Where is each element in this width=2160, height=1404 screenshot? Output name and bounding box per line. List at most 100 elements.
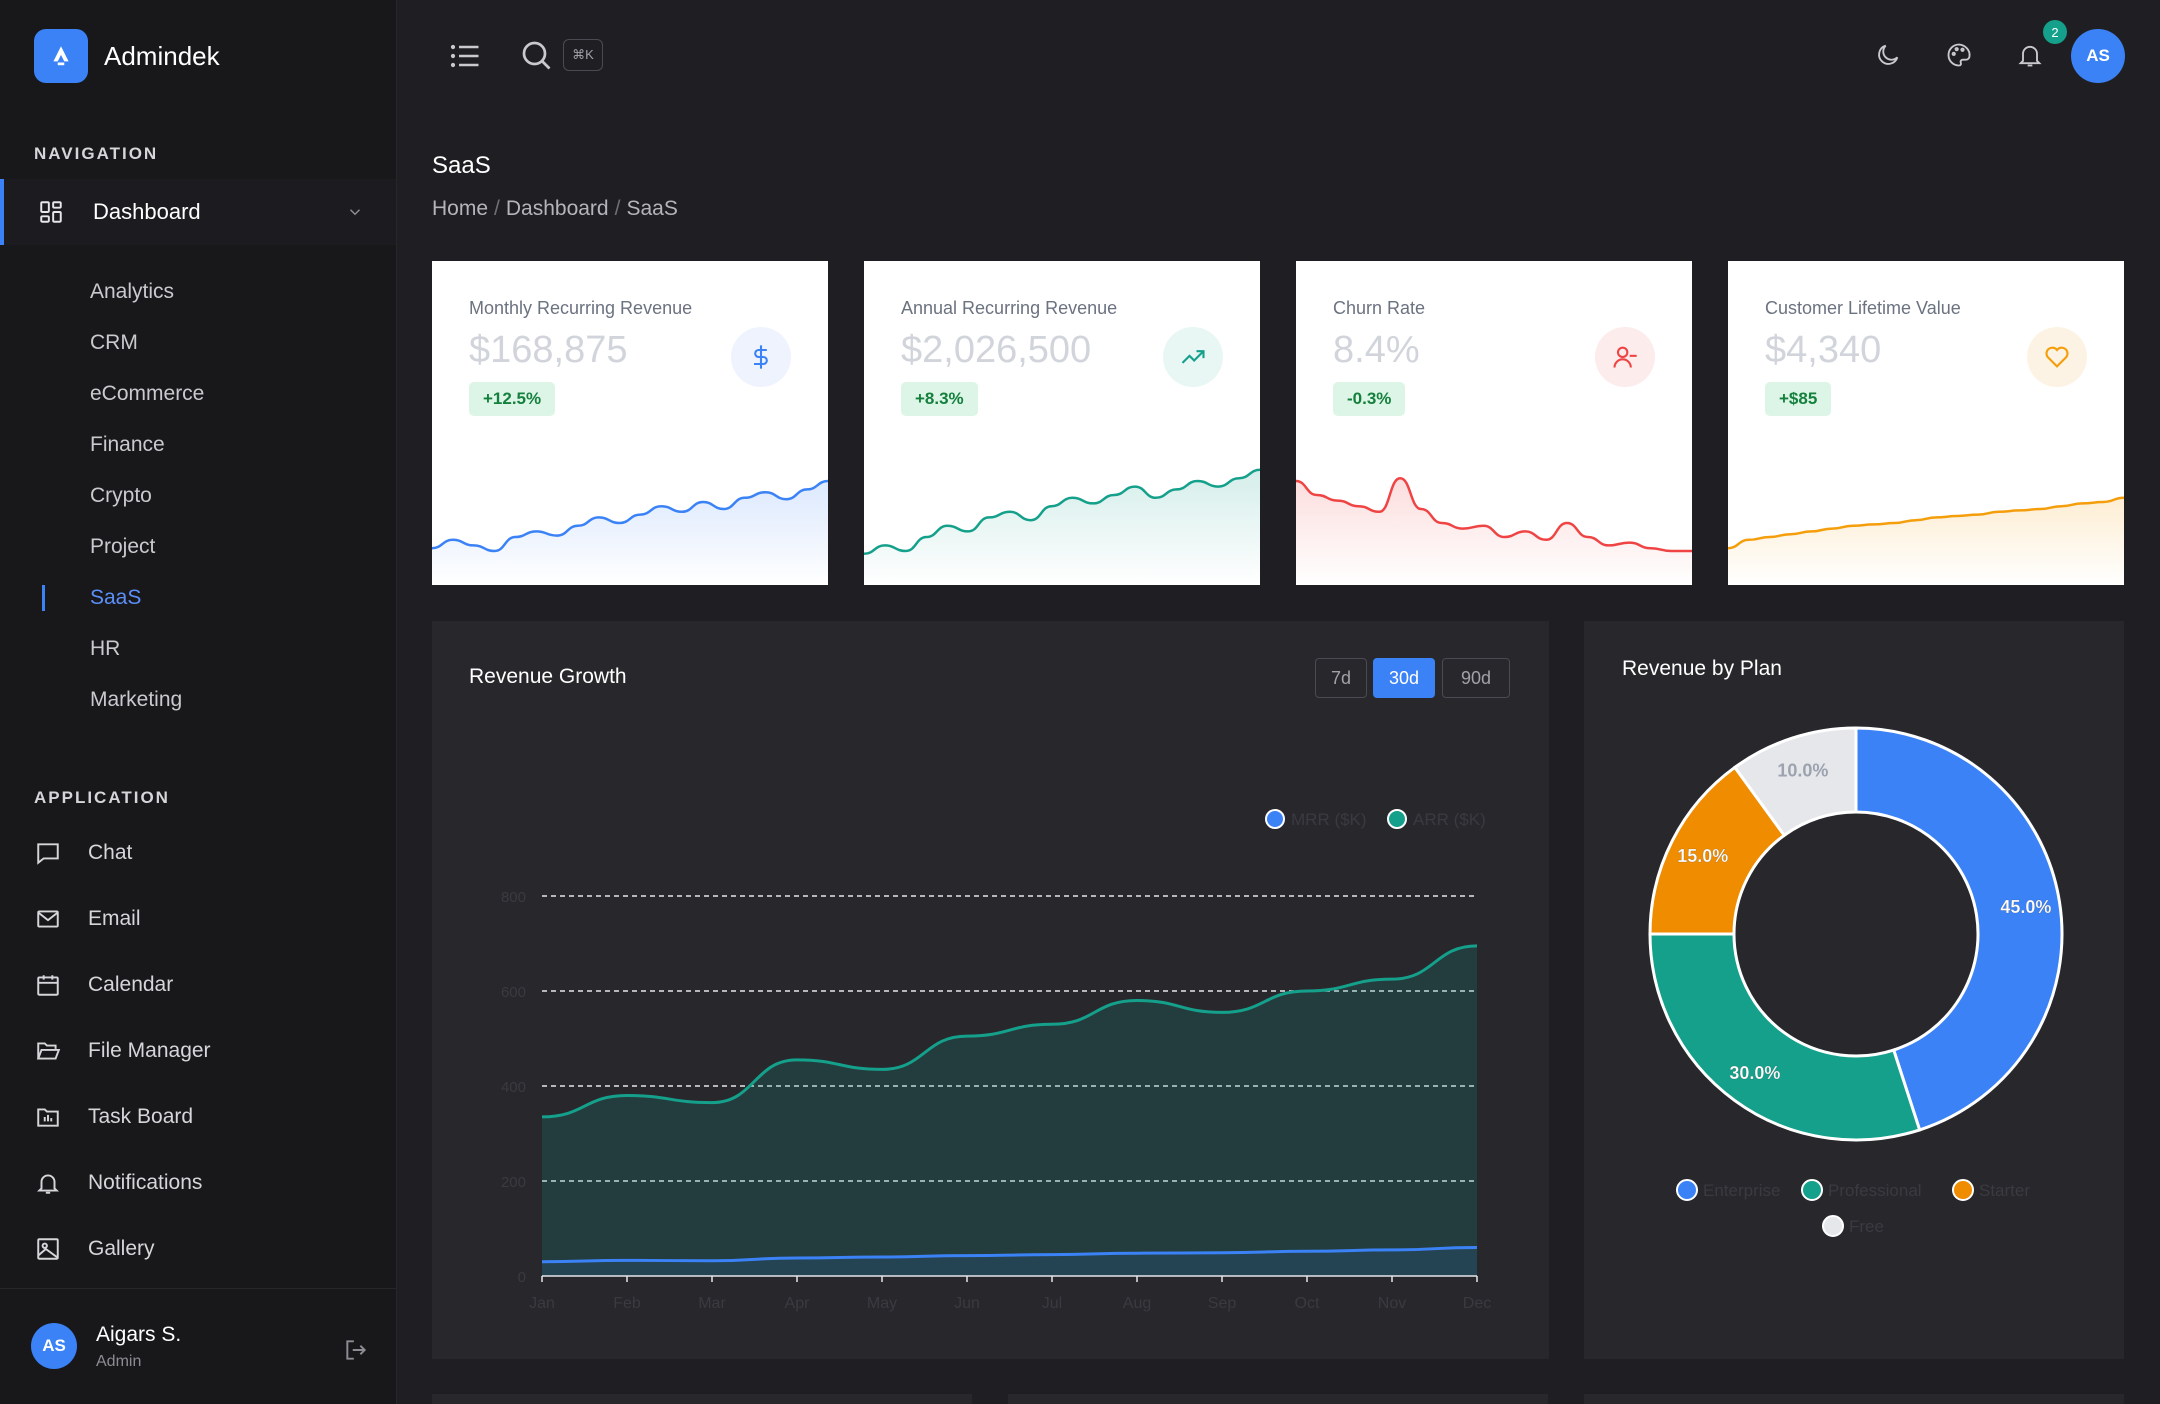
kpi-sparkline bbox=[1728, 496, 2124, 585]
panel-title: Revenue Growth bbox=[469, 665, 627, 688]
legend-marker[interactable] bbox=[1822, 1215, 1844, 1237]
sidebar-item-calendar[interactable]: Calendar bbox=[34, 968, 173, 1002]
sidebar-item-ecommerce[interactable]: eCommerce bbox=[90, 382, 205, 405]
sidebar-item-gallery[interactable]: Gallery bbox=[34, 1232, 155, 1266]
legend-marker[interactable] bbox=[1265, 809, 1285, 829]
kpi-sparkline bbox=[432, 479, 828, 585]
x-tick-label: May bbox=[867, 1295, 897, 1312]
palette-icon[interactable] bbox=[1945, 41, 1973, 69]
breadcrumb-home[interactable]: Home bbox=[432, 197, 489, 220]
revenue-growth-chart: MRR ($K) ARR ($K) 0 200 400 600 800 Jan Feb Mar Ap… bbox=[501, 809, 1491, 1312]
sidebar-item-analytics[interactable]: Analytics bbox=[90, 280, 175, 303]
navigation-section-title: NAVIGATION bbox=[34, 144, 159, 163]
brand[interactable]: Admindek bbox=[34, 29, 220, 83]
kpi-change-badge: +$85 bbox=[1765, 382, 1832, 416]
range-button-30d[interactable]: 30d bbox=[1373, 658, 1435, 698]
sidebar-item-notifications[interactable]: Notifications bbox=[34, 1166, 202, 1200]
legend-label[interactable]: Enterprise bbox=[1703, 1181, 1780, 1200]
legend-marker[interactable] bbox=[1676, 1179, 1698, 1201]
breadcrumb-current: SaaS bbox=[626, 197, 678, 220]
x-tick-label: Nov bbox=[1378, 1295, 1406, 1312]
slice-label: 45.0% bbox=[2000, 897, 2051, 917]
sidebar-item-label: Notifications bbox=[88, 1171, 203, 1194]
sidebar-item-dashboard[interactable]: Dashboard bbox=[0, 179, 396, 245]
breadcrumb-dashboard[interactable]: Dashboard bbox=[505, 197, 609, 220]
sidebar-item-task-board[interactable]: Task Board bbox=[34, 1100, 193, 1134]
pie-slice[interactable] bbox=[1648, 932, 1922, 1142]
x-tick-label: Jul bbox=[1042, 1295, 1062, 1312]
legend-marker[interactable] bbox=[1387, 809, 1407, 829]
notification-count-badge: 2 bbox=[2043, 20, 2067, 44]
legend-marker[interactable] bbox=[1801, 1179, 1823, 1201]
chevron-down-icon[interactable] bbox=[346, 203, 364, 221]
calendar-icon bbox=[34, 971, 62, 999]
kpi-title: Monthly Recurring Revenue bbox=[469, 298, 693, 318]
sidebar-item-finance[interactable]: Finance bbox=[90, 433, 165, 456]
notification-bell-icon[interactable] bbox=[2016, 41, 2044, 69]
y-tick-label: 400 bbox=[501, 1079, 526, 1096]
search-shortcut: ⌘K bbox=[563, 39, 603, 71]
sidebar-user: AS Aigars S. Admin bbox=[0, 1288, 396, 1404]
legend-label[interactable]: Starter bbox=[1979, 1181, 2030, 1200]
panel-title: Revenue by Plan bbox=[1622, 657, 1782, 680]
sidebar-item-project[interactable]: Project bbox=[90, 535, 156, 558]
legend-label[interactable]: Free bbox=[1849, 1217, 1884, 1236]
sidebar-item-label: Chat bbox=[88, 841, 133, 864]
heart-icon bbox=[2027, 327, 2087, 387]
kpi-title: Customer Lifetime Value bbox=[1765, 298, 1961, 318]
image-icon bbox=[34, 1235, 62, 1263]
sidebar-item-label: Dashboard bbox=[93, 199, 201, 224]
revenue-growth-panel: Revenue Growth 7d 30d 90d MRR ($K) ARR ($… bbox=[432, 621, 1549, 1359]
revenue-by-plan-chart: 45.0% 30.0% 15.0% 10.0% Enterprise Profession… bbox=[1648, 726, 2064, 1237]
sub-active-indicator bbox=[42, 585, 45, 611]
y-tick-label: 0 bbox=[518, 1269, 526, 1286]
kpi-value: $2,026,500 bbox=[901, 329, 1092, 371]
breadcrumb-separator: / bbox=[494, 197, 500, 220]
sidebar-item-label: File Manager bbox=[88, 1039, 211, 1062]
pie-slice[interactable] bbox=[1732, 726, 1858, 838]
sidebar-item-crypto[interactable]: Crypto bbox=[90, 484, 152, 507]
x-tick-label: Feb bbox=[613, 1295, 641, 1312]
kpi-title: Churn Rate bbox=[1333, 298, 1426, 318]
legend-label[interactable]: Professional bbox=[1828, 1181, 1922, 1200]
dollar-icon bbox=[731, 327, 791, 387]
sidebar-item-file-manager[interactable]: File Manager bbox=[34, 1034, 211, 1068]
sidebar-item-chat[interactable]: Chat bbox=[34, 836, 132, 870]
x-tick-label: Sep bbox=[1208, 1295, 1237, 1312]
search-icon[interactable] bbox=[518, 37, 554, 73]
y-tick-label: 200 bbox=[501, 1174, 526, 1191]
sidebar-item-saas[interactable]: SaaS bbox=[90, 586, 142, 609]
moon-icon[interactable] bbox=[1874, 41, 1902, 69]
sidebar-item-marketing[interactable]: Marketing bbox=[90, 688, 183, 711]
kpi-change-badge: +8.3% bbox=[901, 382, 978, 416]
legend-marker[interactable] bbox=[1952, 1179, 1974, 1201]
range-button-90d[interactable]: 90d bbox=[1442, 658, 1510, 698]
sidebar: Admindek NAVIGATION Dashboard Analytics … bbox=[0, 0, 397, 1404]
pie-slice[interactable] bbox=[1854, 726, 2064, 1132]
sidebar-item-label: Gallery bbox=[88, 1237, 155, 1260]
dashboard-grid-icon bbox=[40, 201, 62, 223]
kpi-title: Annual Recurring Revenue bbox=[901, 298, 1118, 318]
sparkline-line bbox=[1296, 476, 1692, 553]
menu-icon[interactable] bbox=[447, 38, 483, 74]
user-avatar[interactable]: AS bbox=[2071, 29, 2125, 83]
avatar[interactable]: AS bbox=[31, 1323, 77, 1369]
sidebar-item-label: Calendar bbox=[88, 973, 174, 996]
legend-label[interactable]: MRR ($K) bbox=[1291, 810, 1367, 829]
x-tick-label: Jan bbox=[529, 1295, 555, 1312]
kpi-card-mrr: Monthly Recurring Revenue $168,875 +12.5… bbox=[432, 261, 828, 585]
brand-name: Admindek bbox=[104, 40, 220, 71]
sidebar-item-crm[interactable]: CRM bbox=[90, 331, 138, 354]
kpi-change-badge: -0.3% bbox=[1333, 382, 1406, 416]
logout-icon[interactable] bbox=[343, 1337, 369, 1363]
sidebar-item-email[interactable]: Email bbox=[34, 902, 141, 936]
y-tick-label: 800 bbox=[501, 889, 526, 906]
folder-open-icon bbox=[34, 1037, 62, 1065]
x-tick-label: Jun bbox=[954, 1295, 980, 1312]
slice-label: 30.0% bbox=[1729, 1063, 1780, 1083]
range-button-7d[interactable]: 7d bbox=[1315, 658, 1367, 698]
legend-label[interactable]: ARR ($K) bbox=[1413, 810, 1486, 829]
sparkline-line bbox=[432, 479, 828, 553]
panel-edge bbox=[1008, 1394, 1548, 1404]
sidebar-item-hr[interactable]: HR bbox=[90, 637, 121, 660]
